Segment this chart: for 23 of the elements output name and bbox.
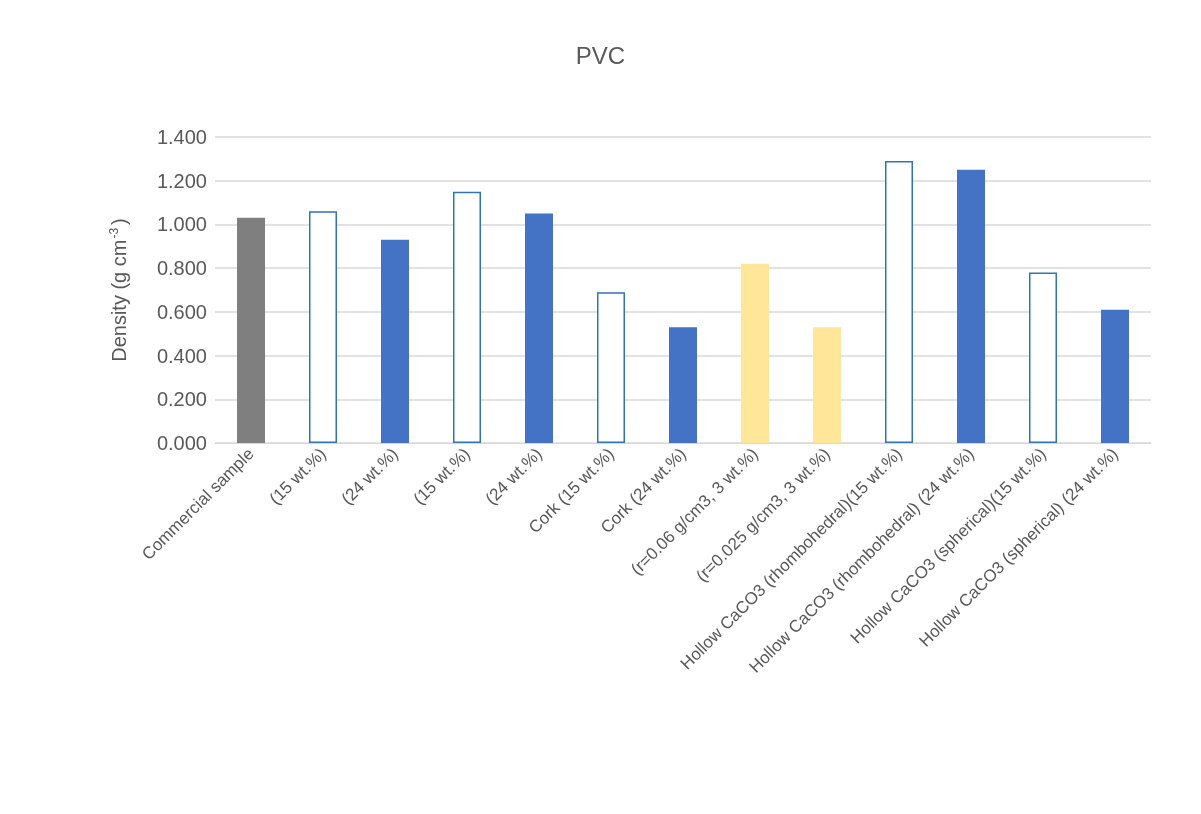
bar [1101, 309, 1129, 443]
bar [741, 263, 769, 443]
bar [813, 327, 841, 443]
y-tick-label: 1.000 [156, 213, 207, 236]
bar [885, 161, 913, 443]
bar [453, 191, 481, 443]
bar [525, 213, 553, 443]
bar [381, 239, 409, 443]
y-tick-label: 1.200 [156, 169, 207, 192]
chart-title: PVC [575, 41, 626, 69]
bar [957, 169, 985, 443]
y-tick-label: 1.400 [156, 126, 207, 148]
y-axis-title: Density (g cm-3) [107, 218, 130, 362]
y-tick-label: 0.600 [156, 300, 207, 323]
bar [1029, 272, 1057, 443]
bar [237, 217, 265, 443]
bar [669, 327, 697, 443]
bar [597, 292, 625, 443]
y-tick-label: 0.000 [156, 432, 207, 454]
y-tick-label: 0.800 [156, 257, 207, 280]
bar [309, 211, 337, 443]
y-tick-label: 0.400 [156, 344, 207, 367]
y-tick-label: 0.200 [156, 388, 207, 411]
